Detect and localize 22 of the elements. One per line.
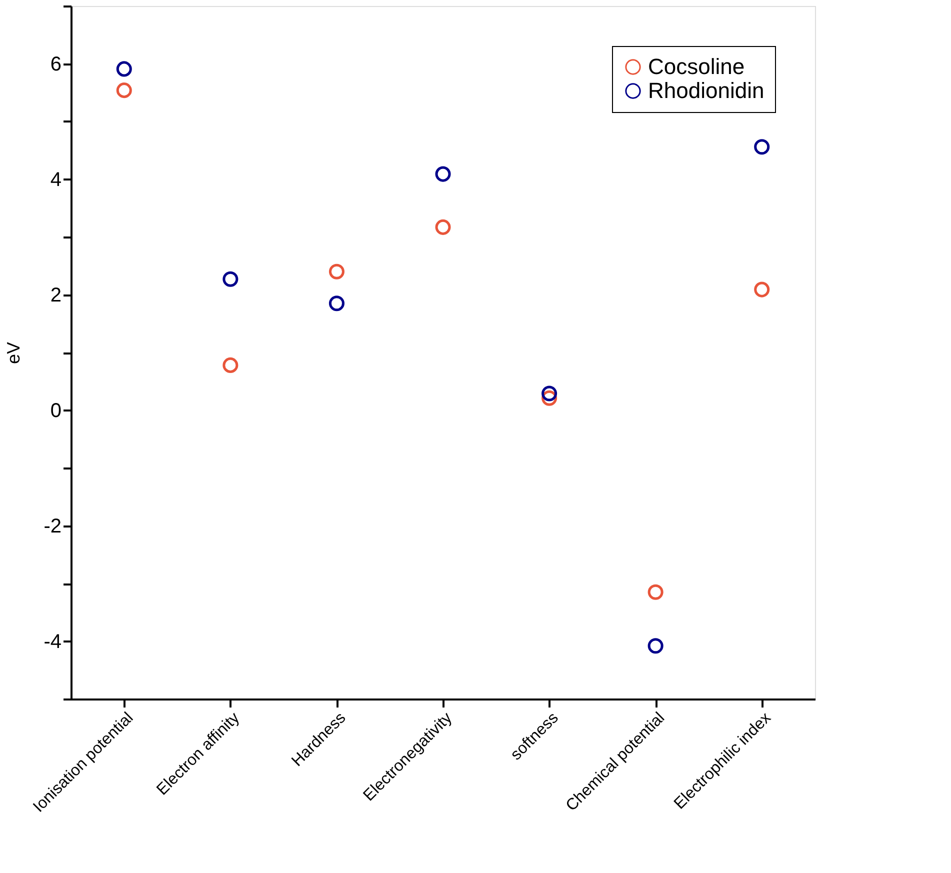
y-tick-label: -4 xyxy=(44,630,62,653)
point xyxy=(328,296,344,312)
legend-label: Cocsoline xyxy=(648,54,745,79)
point xyxy=(116,61,132,77)
point xyxy=(754,282,770,298)
y-axis-title: eV xyxy=(4,342,24,364)
point xyxy=(435,166,451,182)
point xyxy=(648,584,664,600)
point xyxy=(435,219,451,235)
y-tick-label: 4 xyxy=(50,168,62,191)
point xyxy=(222,357,238,373)
point xyxy=(754,139,770,155)
y-tick-label: 0 xyxy=(50,400,62,422)
y-tick-label: 6 xyxy=(50,53,62,76)
point xyxy=(542,386,558,402)
point xyxy=(222,271,238,287)
y-tick-label: 2 xyxy=(50,284,62,306)
point xyxy=(328,264,344,280)
y-tick-label: -2 xyxy=(44,515,62,538)
point xyxy=(648,638,664,654)
point xyxy=(116,82,132,98)
legend-label: Rhodionidin xyxy=(648,78,764,103)
